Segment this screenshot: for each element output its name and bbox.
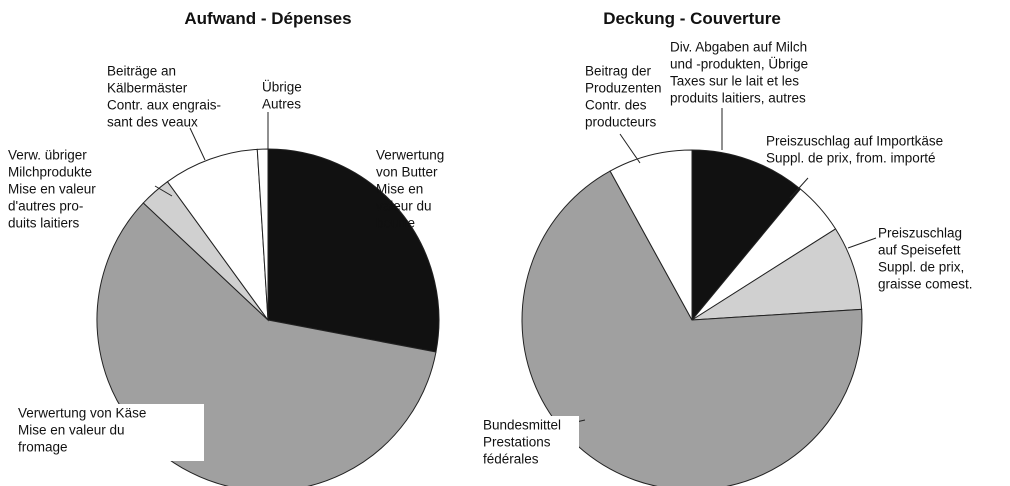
slice-label: von Butter (376, 165, 438, 180)
leader-line (154, 185, 173, 197)
slice-label: Kälbermäster (107, 81, 188, 96)
slice-label: Bundesmittel (483, 418, 561, 433)
slice-label: Div. Abgaben auf Milch (670, 40, 807, 55)
slice-label: auf Speisefett (878, 243, 961, 258)
slice-label: sant des veaux (107, 115, 198, 130)
slice-label: fromage (18, 440, 68, 455)
leader-line (619, 133, 641, 164)
slice-label: Mise en (376, 182, 423, 197)
slice-label: Contr. des (585, 98, 647, 113)
slice-label: Übrige (262, 80, 302, 95)
slice-label: Verwertung von Käse (18, 406, 146, 421)
label-box (479, 416, 579, 473)
slice-label: Beitrag der (585, 64, 652, 79)
slice-label: Preiszuschlag auf Importkäse (766, 134, 943, 149)
chart-title: Aufwand - Dépenses (184, 9, 351, 28)
slice-label: fédérales (483, 452, 539, 467)
slice-label: Milchprodukte (8, 165, 92, 180)
slice-label: d'autres pro- (8, 199, 83, 214)
pie-slice (691, 149, 802, 322)
slice-label: duits laitiers (8, 216, 80, 231)
slice-label: Beiträge an (107, 64, 176, 79)
leader-line (847, 237, 877, 249)
slice-label: valeur du (376, 199, 432, 214)
label-box (14, 404, 204, 461)
slice-label: Contr. aux engrais- (107, 98, 221, 113)
slice-label: beurre (376, 216, 415, 231)
slice-label: Prestations (483, 435, 551, 450)
pie-slice (609, 149, 693, 321)
slice-label: Suppl. de prix, from. importé (766, 151, 936, 166)
slice-label: graisse comest. (878, 277, 973, 292)
slice-label: Mise en valeur (8, 182, 96, 197)
slice-label: Produzenten (585, 81, 662, 96)
leader-line (789, 177, 809, 199)
slice-label: und -produkten, Übrige (670, 57, 808, 72)
slice-label: Autres (262, 97, 301, 112)
slice-label: producteurs (585, 115, 657, 130)
slice-label: Taxes sur le lait et les (670, 74, 799, 89)
pie-slice (166, 148, 269, 322)
slice-label: Suppl. de prix, (878, 260, 964, 275)
chart-title: Deckung - Couverture (603, 9, 781, 28)
pie-slice (267, 148, 440, 353)
slice-label: Verw. übriger (8, 148, 87, 163)
slice-label: Preiszuschlag (878, 226, 962, 241)
slice-label: Mise en valeur du (18, 423, 125, 438)
pie-slice (521, 170, 863, 486)
slice-label: Verwertung (376, 148, 444, 163)
leader-line (189, 127, 206, 161)
slice-label: produits laitiers, autres (670, 91, 806, 106)
